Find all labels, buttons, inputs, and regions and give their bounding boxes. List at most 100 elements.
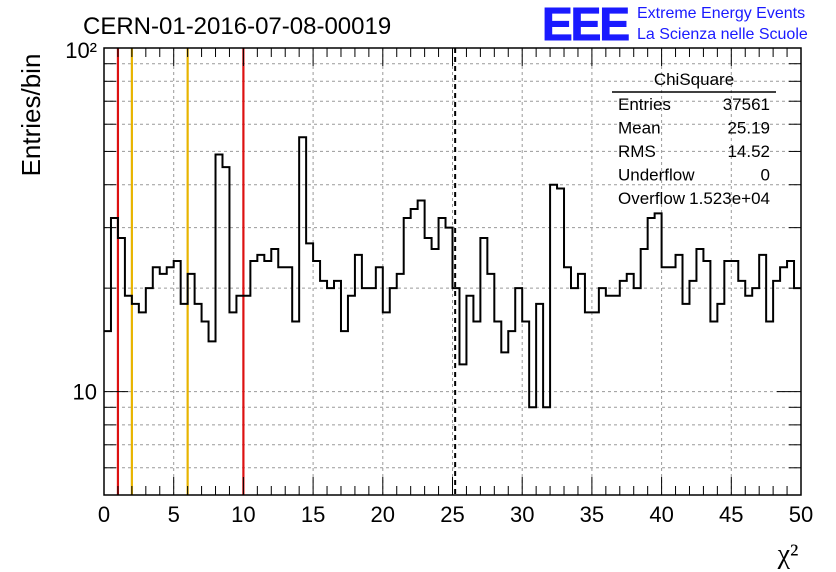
x-axis-label: χ²	[777, 539, 799, 570]
histogram-bin	[578, 274, 585, 495]
histogram-bin	[181, 304, 188, 495]
y-axis-label: Entries/bin	[16, 54, 46, 177]
plot-frame	[103, 47, 802, 496]
histogram-bin	[676, 255, 683, 495]
histogram-bin	[689, 281, 696, 495]
histogram-bin	[515, 288, 522, 495]
histogram-bin	[710, 321, 717, 495]
histogram-bin	[222, 167, 229, 495]
histogram-bin	[592, 312, 599, 495]
histogram-bin	[571, 288, 578, 495]
histogram-bin	[216, 154, 223, 495]
histogram-bin	[404, 218, 411, 495]
stats-row-label: Mean	[618, 119, 661, 138]
histogram-bin	[752, 288, 759, 495]
histogram-bin	[557, 188, 564, 495]
reference-lines	[116, 48, 457, 495]
histogram-bin	[724, 261, 731, 495]
histogram-bin	[250, 261, 257, 495]
histogram-bin	[494, 321, 501, 495]
histogram-bin	[648, 218, 655, 495]
histogram-bin	[195, 304, 202, 495]
histogram-bin	[376, 267, 383, 495]
histogram-bin	[334, 281, 341, 495]
histogram-bin	[529, 407, 536, 495]
histogram-bin	[397, 274, 404, 495]
x-tick-label: 0	[98, 502, 110, 527]
histogram-bin	[669, 267, 676, 495]
stats-box: ChiSquare Entries 37561 Mean 25.19 RMS 14.52 U…	[612, 70, 776, 208]
logo-line-1: Extreme Energy Events	[637, 5, 805, 22]
histogram-bin	[550, 185, 557, 495]
histogram-bin	[327, 288, 334, 495]
histogram-bin	[641, 249, 648, 495]
histogram-bin	[439, 218, 446, 495]
histogram-bin	[271, 249, 278, 495]
histogram-bin	[104, 331, 111, 495]
histogram-bin	[543, 407, 550, 495]
histogram-bin	[355, 255, 362, 495]
histogram-bin	[306, 243, 313, 495]
histogram-bin	[536, 304, 543, 495]
histogram-bin	[118, 238, 125, 495]
eee-logo-mark: EEE	[542, 0, 628, 50]
histogram-bin	[229, 312, 236, 495]
histogram-bin	[167, 267, 174, 495]
histogram-bin	[662, 267, 669, 495]
histogram-bin	[299, 137, 306, 495]
y-tick-label: 10	[73, 380, 97, 405]
stats-row-label: Overflow	[618, 189, 686, 208]
histogram-bin	[606, 296, 613, 495]
histogram-bin	[111, 218, 118, 495]
histogram-bin	[188, 274, 195, 495]
histogram-bin	[634, 288, 641, 495]
histogram-bin	[703, 261, 710, 495]
histogram-bin	[425, 238, 432, 495]
histogram-bin	[383, 312, 390, 495]
histogram-bin	[613, 296, 620, 495]
histogram-bin	[620, 281, 627, 495]
histogram-bin	[257, 255, 264, 495]
x-tick-label: 25	[440, 502, 464, 527]
histogram-outline	[104, 136, 801, 409]
histogram-bin	[146, 288, 153, 495]
histogram-bin	[264, 261, 271, 495]
histogram-bin	[453, 288, 460, 495]
stats-rows: Entries 37561 Mean 25.19 RMS 14.52 Underflow 0 O…	[618, 95, 770, 208]
histogram-bin	[731, 261, 738, 495]
axes-layer	[103, 47, 802, 496]
histogram-bin	[522, 321, 529, 495]
x-tick-label: 5	[168, 502, 180, 527]
histogram-bin	[508, 331, 515, 495]
stats-row-value: 25.19	[727, 119, 770, 138]
histogram-bin	[501, 352, 508, 495]
x-tick-label: 15	[301, 502, 325, 527]
histogram-bin	[125, 296, 132, 495]
x-tick-label: 20	[371, 502, 395, 527]
histogram-bin	[209, 341, 216, 495]
histogram-bin	[683, 304, 690, 495]
histogram-bin	[139, 312, 146, 495]
histogram-bin	[780, 267, 787, 495]
histogram-bin	[174, 261, 181, 495]
histogram-bin	[738, 281, 745, 495]
histogram-bin	[292, 321, 299, 495]
histogram-bin	[599, 288, 606, 495]
histogram-bin	[243, 296, 250, 495]
histogram-bin	[585, 312, 592, 495]
histogram-layer	[104, 136, 801, 495]
logo-line-2: La Scienza nelle Scuole	[637, 26, 808, 43]
histogram-bin	[369, 288, 376, 495]
histogram-bin	[655, 213, 662, 495]
histogram-bin	[466, 296, 473, 495]
x-tick-label: 45	[719, 502, 743, 527]
histogram-bin	[132, 304, 139, 495]
histogram-bin	[487, 274, 494, 495]
histogram-bin	[418, 200, 425, 495]
stats-row-value: 14.52	[727, 142, 770, 161]
stats-row-label: Entries	[618, 95, 671, 114]
histogram-bin	[285, 267, 292, 495]
histogram-bin	[480, 238, 487, 495]
histogram-bin	[787, 261, 794, 495]
tick-labels: 0 5 10 15 20 25 30 35 40 45 50 10 10²	[65, 38, 813, 527]
